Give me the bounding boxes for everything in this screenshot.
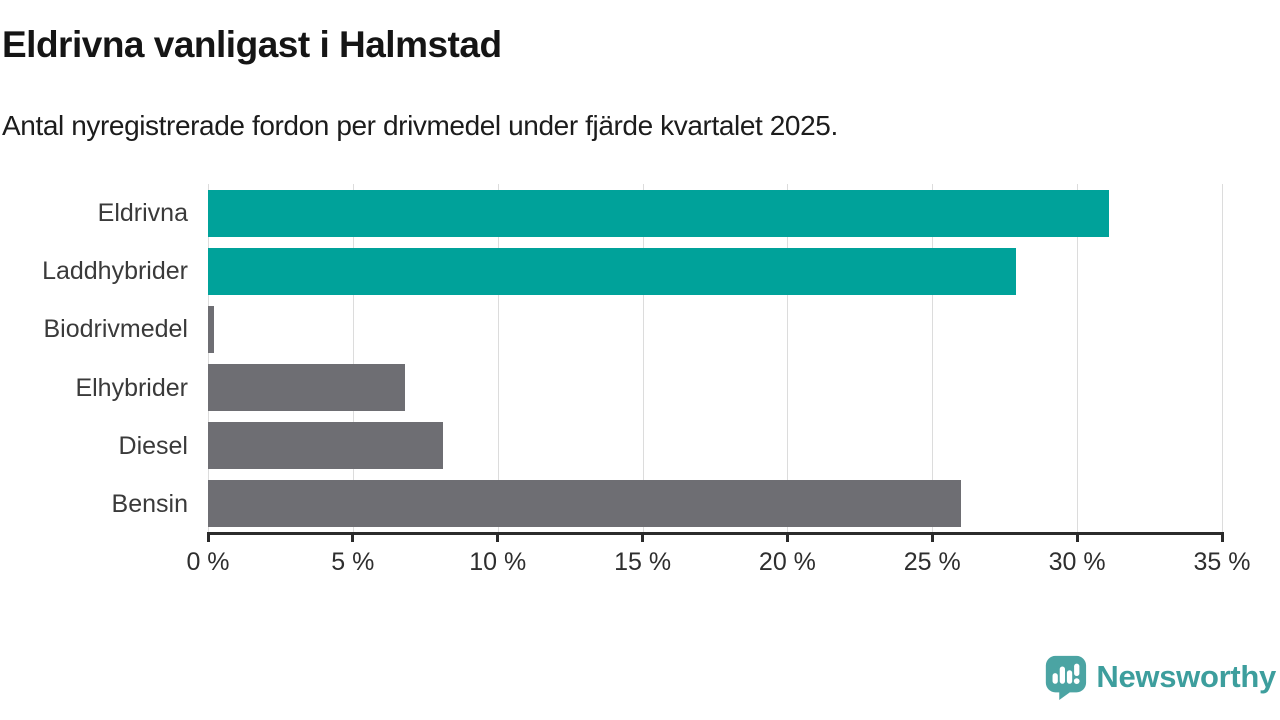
gridline-15 [642,184,644,533]
x-axis-tick-35 [1220,532,1224,542]
bar-biodrivmedel [208,305,214,353]
x-axis-tick-10 [496,532,500,542]
x-axis-line [207,532,1223,535]
x-axis-tick-label-20: 20 % [758,548,816,576]
gridline-35 [1222,184,1223,533]
bar-laddhybrider [208,247,1017,295]
bar-bensin [208,480,962,528]
chart-title: Eldrivna vanligast i Halmstad [2,24,502,65]
gridline-10 [497,184,499,533]
x-axis-tick-label-30: 30 % [1048,548,1106,576]
category-labels: Eldrivna Laddhybrider Biodrivmedel Elhybrid… [0,184,188,533]
x-axis-tick-5 [351,532,355,542]
gridline-0 [208,184,209,533]
category-label-eldrivna: Eldrivna [97,199,188,227]
category-label-diesel: Diesel [118,431,188,460]
category-label-elhybrider: Elhybrider [75,373,188,402]
x-axis-tick-label-0: 0 % [186,548,230,576]
x-axis-tick-label-25: 25 % [903,548,961,576]
category-label-biodrivmedel: Biodrivmedel [43,315,188,344]
bar-diesel [208,422,443,470]
bar-row-diesel [208,417,1222,475]
x-axis-tick-label-5: 5 % [331,548,375,576]
bar-row-biodrivmedel [208,300,1222,358]
bar-row-bensin [208,475,1222,533]
chart-subtitle: Antal nyregistrerade fordon per drivmede… [2,110,838,141]
newsworthy-speech-bubble-bar-chart-icon [1046,655,1087,700]
gridline-5 [352,184,354,533]
x-axis-tick-label-15: 15 % [614,548,672,576]
x-axis-tick-15 [641,532,645,542]
x-axis-tick-20 [785,532,789,542]
x-axis-tick-label-35: 35 % [1193,548,1251,576]
gridline-30 [1077,184,1079,533]
gridline-25 [932,184,934,533]
bar-row-laddhybrider [208,242,1222,300]
x-axis-tick-0 [206,532,210,542]
newsworthy-logo: Newsworthy [1042,654,1276,700]
x-axis-tick-label-10: 10 % [469,548,527,576]
bar-elhybrider [208,364,405,412]
x-axis-tick-25 [930,532,934,542]
newsworthy-logo-text: Newsworthy [1096,659,1276,694]
bar-row-eldrivna [208,184,1222,242]
category-label-bensin: Bensin [111,489,188,518]
category-label-laddhybrider: Laddhybrider [42,257,188,286]
bar-chart-plot-area [208,184,1223,533]
gridline-20 [787,184,789,533]
bar-eldrivna [208,189,1109,237]
x-axis-tick-30 [1075,532,1079,542]
bar-row-elhybrider [208,359,1222,417]
